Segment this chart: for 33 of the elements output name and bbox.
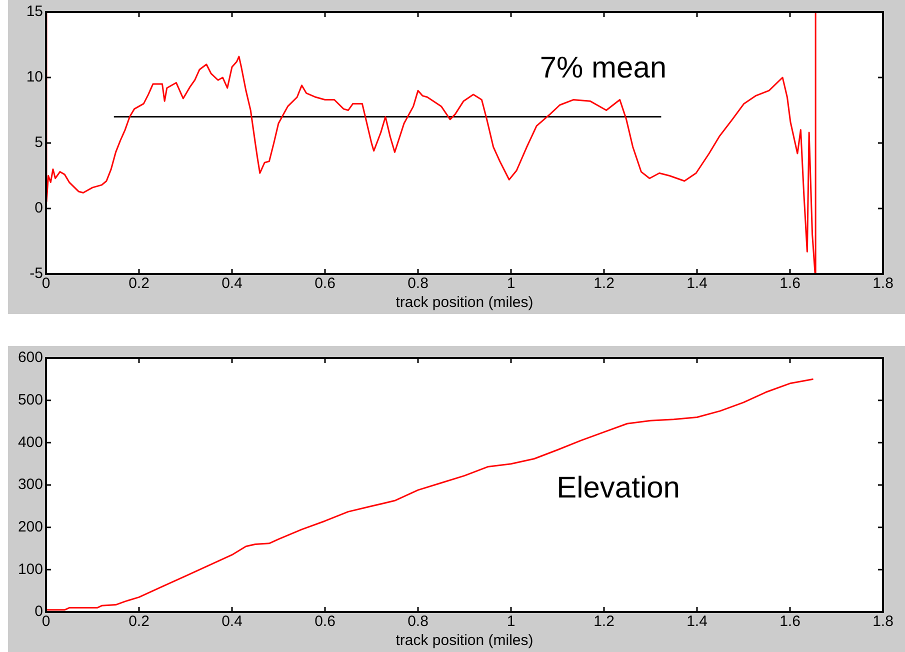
x-tick-label: 1.4 [686,613,708,630]
x-tick-label: 1.2 [594,275,614,292]
y-tick-label: 400 [18,434,43,451]
x-tick-label: 1.4 [686,275,708,292]
y-tick-label: -5 [30,265,43,282]
x-tick-label: 0.6 [314,613,336,630]
x-tick-label: 1.8 [872,613,894,630]
x-tick-label: 1.6 [780,275,800,292]
x-tick-label: 0.8 [408,275,428,292]
y-tick-label: 0 [34,200,43,217]
y-tick-label: 600 [18,349,43,366]
x-axis-title: track position (miles) [396,294,534,312]
annotation: 7% mean [540,52,667,84]
x-tick-label: 0.2 [128,275,150,292]
x-tick-label: 1.8 [872,275,894,292]
annotation: Elevation [556,472,680,505]
x-tick-label: 0.2 [128,613,150,630]
x-tick-label: 0.4 [222,613,242,630]
y-tick-label: 300 [18,476,43,494]
y-tick-label: 15 [26,3,43,20]
y-tick-label: 200 [18,518,43,536]
x-tick-label: 1.6 [780,613,800,630]
y-tick-label: 10 [26,68,43,86]
y-tick-label: 500 [18,391,43,408]
x-axis-title: track position (miles) [396,632,534,650]
y-tick-label: 5 [34,134,43,152]
x-tick-label: 0.4 [222,275,242,292]
x-tick-label: 1.2 [594,613,614,630]
x-tick-label: 0.6 [314,275,336,292]
x-tick-label: 1 [506,275,516,292]
y-tick-label: 100 [18,560,43,578]
x-tick-label: 0.8 [408,613,428,630]
x-tick-label: 1 [506,613,516,630]
